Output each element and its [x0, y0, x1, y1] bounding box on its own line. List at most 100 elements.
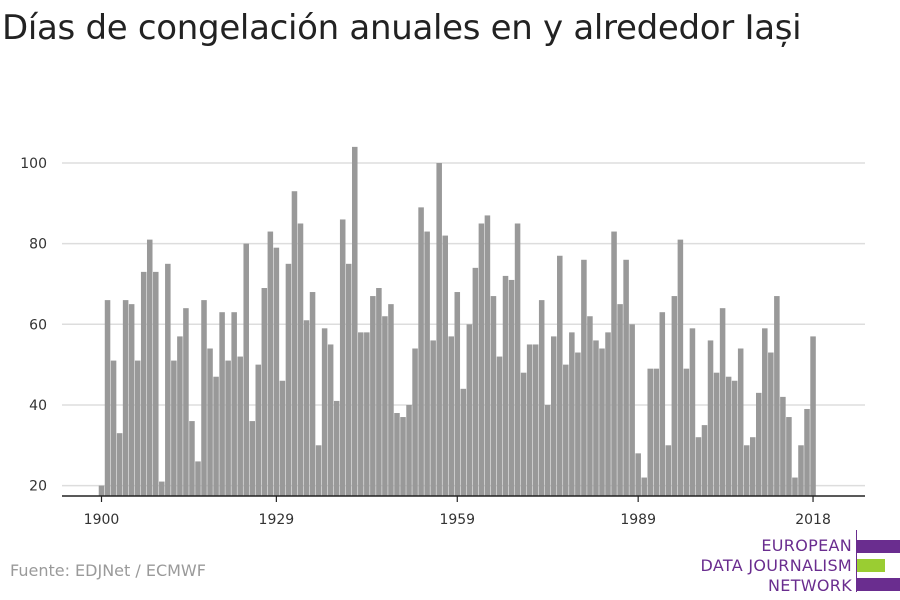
bar-1982	[593, 340, 599, 496]
bar-1983	[599, 348, 605, 496]
bar-1973	[538, 300, 545, 496]
bar-1974	[544, 404, 551, 496]
bar-2015	[792, 477, 798, 496]
bar-1933	[297, 223, 304, 497]
bar-1959	[454, 292, 461, 496]
logo-line-1: EUROPEAN	[761, 536, 852, 555]
bar-1932	[291, 191, 298, 497]
bar-1942	[352, 146, 358, 496]
bar-1967	[502, 275, 509, 496]
bar-2000	[701, 425, 708, 496]
bar-1912	[171, 360, 177, 496]
bar-2002	[713, 372, 720, 496]
bar-1920	[219, 312, 225, 496]
bar-1908	[146, 239, 153, 496]
bar-1962	[472, 267, 479, 496]
bar-1992	[653, 368, 660, 496]
bar-1903	[116, 433, 123, 496]
bar-1906	[134, 360, 141, 496]
bar-1997	[683, 368, 690, 496]
x-tick-label: 2018	[795, 512, 831, 528]
bar-1986	[617, 304, 623, 496]
bar-1937	[321, 328, 328, 496]
bar-2001	[707, 340, 714, 496]
bar-1976	[557, 255, 563, 496]
bar-1979	[575, 352, 581, 496]
bar-1957	[442, 235, 448, 496]
bar-1994	[665, 445, 672, 496]
bar-1925	[249, 421, 256, 496]
bar-1995	[671, 296, 678, 496]
bar-1919	[213, 376, 219, 496]
bar-1917	[201, 300, 207, 496]
bar-1922	[231, 312, 237, 496]
bar-1972	[532, 344, 539, 496]
bar-2013	[780, 396, 786, 496]
bar-1947	[382, 316, 388, 496]
bar-1958	[448, 336, 455, 496]
bar-2014	[786, 417, 792, 496]
bar-1936	[315, 445, 322, 496]
bar-1969	[514, 223, 521, 497]
bar-1990	[641, 477, 647, 496]
bar-1985	[611, 231, 617, 497]
bar-1943	[358, 332, 364, 496]
bar-1921	[225, 360, 231, 496]
bar-1966	[496, 356, 503, 496]
x-tick-label: 1989	[620, 512, 656, 528]
edjnet-logo: EUROPEAN DATA JOURNALISM NETWORK	[690, 530, 900, 596]
bar-1935	[309, 292, 316, 496]
y-tick-label: 60	[29, 317, 47, 333]
bar-1948	[388, 304, 394, 496]
bar-1940	[339, 219, 346, 496]
bar-1965	[490, 296, 497, 496]
bar-1916	[195, 461, 201, 496]
bar-2009	[756, 392, 762, 496]
bar-1996	[677, 239, 684, 496]
logo-bar-middle	[857, 559, 885, 572]
chart-title: Días de congelación anuales en y alreded…	[2, 8, 802, 48]
bar-1924	[243, 243, 249, 496]
logo-text: EUROPEAN DATA JOURNALISM NETWORK	[701, 536, 852, 596]
bar-2006	[737, 348, 744, 496]
bar-1927	[261, 288, 268, 496]
bar-1923	[237, 356, 243, 496]
bars	[98, 146, 816, 497]
bar-1930	[279, 380, 286, 496]
bar-1975	[550, 336, 557, 496]
bar-1984	[605, 332, 611, 496]
bar-1902	[110, 360, 117, 496]
bar-1981	[587, 316, 593, 496]
logo-line-2: DATA JOURNALISM	[700, 556, 852, 575]
bar-1907	[140, 271, 147, 496]
bar-2007	[743, 445, 750, 496]
bar-2012	[774, 296, 780, 496]
x-axis: 1900 1929 1959 1989 2018	[62, 495, 865, 528]
bar-1956	[436, 163, 442, 496]
bar-1926	[255, 364, 262, 497]
bar-1987	[623, 259, 629, 496]
bar-1911	[165, 263, 171, 496]
bar-2003	[719, 308, 726, 496]
bar-1971	[526, 344, 533, 496]
bar-1964	[484, 215, 491, 497]
bar-1939	[333, 400, 340, 496]
source-note: Fuente: EDJNet / ECMWF	[10, 561, 206, 580]
y-axis-labels: 20 40 60 80 100	[20, 156, 47, 495]
bar-1929	[273, 247, 280, 496]
bar-1954	[424, 231, 430, 497]
bar-1905	[128, 304, 135, 496]
bar-1960	[460, 388, 467, 496]
bar-1955	[430, 340, 436, 496]
bar-1991	[647, 368, 653, 496]
bar-1901	[104, 300, 111, 496]
bar-1915	[189, 421, 195, 496]
bar-1978	[569, 332, 575, 496]
bar-1993	[659, 312, 666, 496]
bar-1910	[159, 481, 165, 496]
bar-1980	[581, 259, 587, 496]
bar-1928	[267, 231, 274, 497]
bar-1934	[303, 320, 310, 496]
bar-2008	[749, 437, 756, 496]
